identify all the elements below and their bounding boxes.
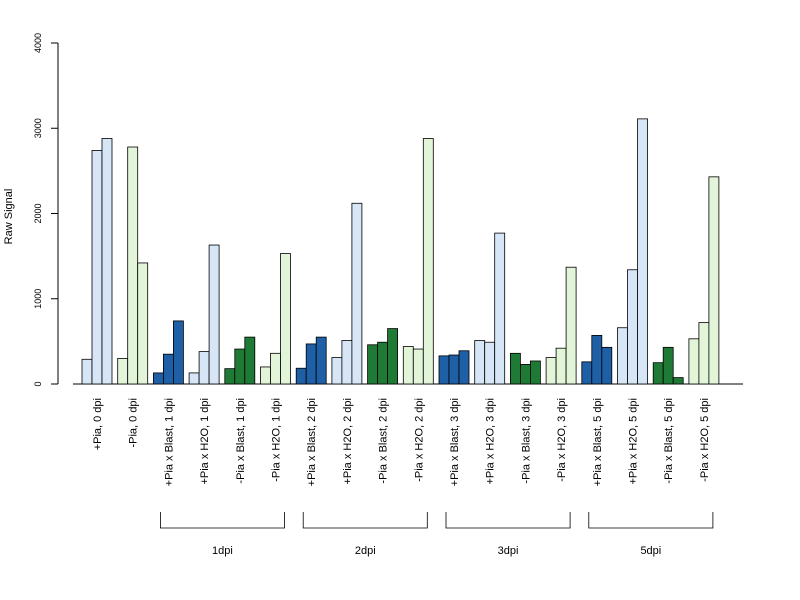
bar [172, 320, 184, 385]
bar [555, 347, 567, 385]
group-bracket [445, 512, 571, 529]
bar [412, 348, 424, 385]
category-label: +Pia x Blast, 1 dpi [163, 398, 175, 486]
category-label: -Pia x H2O, 3 dpi [556, 398, 568, 482]
y-axis-title: Raw Signal [3, 189, 15, 245]
bar [387, 328, 399, 385]
bar [581, 361, 593, 385]
bar [117, 358, 129, 385]
category-label: +Pia, 0 dpi [92, 398, 104, 450]
bar [637, 118, 648, 385]
bar [127, 146, 139, 385]
bar [377, 341, 389, 385]
bar [662, 346, 674, 385]
bar [591, 335, 603, 385]
y-tick-label: 4000 [33, 33, 43, 53]
bar [520, 363, 531, 385]
category-labels: +Pia, 0 dpi -Pia, 0 dpi +Pia x Blast, 1 dp… [92, 398, 711, 486]
group-label: 5dpi [640, 545, 661, 557]
bar [494, 232, 506, 385]
bar [617, 327, 628, 385]
group-bracket [588, 512, 714, 529]
bar [137, 262, 149, 385]
bar [474, 340, 486, 385]
y-ticks: 0 1000 2000 3000 4000 [33, 33, 58, 387]
bar [708, 176, 720, 385]
category-label: +Pia x Blast, 5 dpi [592, 398, 604, 486]
y-tick-label: 2000 [33, 203, 43, 223]
bar [101, 138, 113, 385]
category-label: -Pia x H2O, 1 dpi [271, 398, 283, 482]
bar [270, 352, 281, 385]
category-label: +Pia x H2O, 3 dpi [485, 398, 497, 485]
bar [351, 202, 363, 385]
bar [627, 269, 638, 385]
bar [315, 336, 327, 385]
bar [81, 358, 93, 385]
bar [698, 322, 710, 385]
category-label: -Pia x Blast, 5 dpi [663, 398, 675, 484]
bar [224, 368, 236, 385]
y-tick-label: 3000 [33, 118, 43, 138]
bar [530, 360, 541, 385]
bar [295, 367, 307, 385]
bar [438, 355, 450, 385]
category-label: +Pia x H2O, 2 dpi [342, 398, 354, 485]
bar [208, 244, 220, 385]
y-axis: 0 1000 2000 3000 4000 Raw Signal [3, 33, 59, 387]
bar [652, 362, 664, 385]
y-tick-label: 1000 [33, 289, 43, 309]
bars [81, 118, 720, 385]
group-label: 3dpi [498, 545, 519, 557]
bar [545, 357, 557, 385]
category-label: -Pia x Blast, 3 dpi [520, 398, 532, 484]
group-label: 1dpi [212, 545, 233, 557]
bar [162, 353, 174, 385]
category-label: +Pia x Blast, 2 dpi [306, 398, 318, 486]
group-bracket [302, 512, 428, 529]
bar [672, 377, 684, 385]
category-label: -Pia x Blast, 1 dpi [235, 398, 247, 484]
bar [331, 357, 343, 385]
bar [448, 354, 460, 385]
bar [188, 372, 200, 385]
bar [422, 138, 434, 385]
bar [458, 350, 470, 385]
bar [305, 343, 317, 385]
category-label: -Pia x H2O, 2 dpi [413, 398, 425, 482]
category-label: -Pia x H2O, 5 dpi [699, 398, 711, 482]
category-label: +Pia x H2O, 5 dpi [628, 398, 640, 485]
group-label: 2dpi [355, 545, 376, 557]
bar [565, 266, 577, 385]
bar [91, 150, 103, 385]
y-tick-label: 0 [33, 381, 43, 386]
category-label: +Pia x Blast, 3 dpi [449, 398, 461, 486]
bar [367, 344, 379, 385]
bar [484, 341, 496, 385]
bar [198, 351, 210, 385]
bar [260, 366, 271, 385]
category-label: +Pia x H2O, 1 dpi [199, 398, 211, 485]
bar [688, 338, 700, 385]
bar [601, 346, 613, 385]
group-bracket [160, 512, 285, 529]
category-label: -Pia x Blast, 2 dpi [378, 398, 390, 484]
category-label: -Pia, 0 dpi [128, 398, 140, 448]
bar [280, 253, 291, 385]
bar [234, 348, 246, 385]
bar [402, 346, 414, 385]
bar [152, 372, 164, 385]
bar [509, 352, 521, 385]
dpi-group-brackets: 1dpi 2dpi 3dpi 5dpi [160, 512, 714, 557]
bar [244, 336, 256, 385]
bar [341, 340, 353, 385]
